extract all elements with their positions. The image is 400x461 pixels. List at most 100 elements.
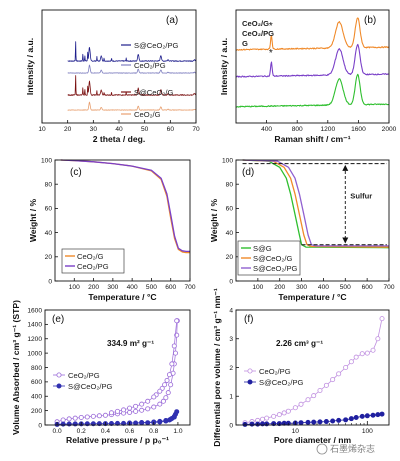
data-point — [375, 336, 381, 342]
x-tick-label: 700 — [184, 284, 195, 291]
legend-label-2: G — [242, 39, 248, 48]
data-point — [164, 377, 170, 383]
y-tick-label: 400 — [31, 394, 42, 401]
x-axis-label: Raman shift / cm⁻¹ — [274, 134, 350, 144]
data-point — [174, 409, 180, 415]
x-axis-label: Temperature / °C — [278, 292, 346, 302]
x-tick-label: 30 — [90, 126, 98, 133]
data-point — [66, 416, 72, 422]
x-tick-label: 600 — [362, 284, 373, 291]
panel-label-d: (d) — [242, 167, 254, 178]
x-tick-label: 100 — [362, 428, 373, 435]
data-point — [311, 393, 317, 399]
y-tick-label: 60 — [226, 206, 234, 213]
data-point — [172, 350, 178, 356]
data-point — [348, 416, 354, 422]
data-point — [311, 419, 317, 425]
data-point — [359, 413, 365, 419]
x-tick-label: 300 — [107, 284, 118, 291]
data-point — [171, 414, 177, 420]
data-point — [166, 372, 172, 378]
x-tick-label: 100 — [69, 284, 80, 291]
x-axis-label: Temperature / °C — [88, 292, 156, 302]
y-tick-label: 1000 — [27, 350, 42, 357]
data-point — [276, 412, 282, 418]
y-tick-label: 1 — [229, 394, 233, 401]
y-tick-label: 80 — [45, 182, 53, 189]
data-point — [145, 398, 151, 404]
peak-marker: * — [269, 48, 273, 59]
arrow-head-down — [342, 237, 349, 244]
y-axis-label: Differential pore volume / cm³ g⁻¹ nm⁻¹ — [212, 288, 222, 447]
x-axis-label: Pore diameter / nm — [274, 435, 352, 445]
data-point — [139, 401, 145, 407]
data-point — [133, 403, 139, 409]
legend-label-1: S@CeO₂/G — [253, 254, 292, 263]
data-point — [317, 419, 323, 425]
data-point — [281, 410, 287, 416]
x-tick-label: 0.8 — [149, 428, 158, 435]
data-point — [379, 411, 385, 417]
legend-label-0: S@CeO₂/PG — [134, 41, 179, 50]
y-tick-label: 40 — [226, 230, 234, 237]
data-point — [264, 415, 270, 421]
y-tick-label: 20 — [45, 254, 53, 261]
y-tick-label: 4 — [229, 307, 233, 314]
data-point — [359, 351, 365, 357]
data-point — [160, 398, 166, 404]
x-tick-label: 40 — [115, 126, 123, 133]
x-tick-label: 800 — [292, 126, 303, 133]
y-axis-label: Weight / % — [28, 199, 38, 243]
panel-label-e: (e) — [52, 314, 64, 325]
panel-c: 100 200 300 400 500 600 700 0 20 40 60 80 100 Tempera… — [28, 157, 196, 302]
legend-label-0: CeO₂/PG — [68, 371, 100, 380]
x-tick-label: 0.0 — [52, 428, 61, 435]
data-point — [127, 409, 133, 415]
y-tick-label: 1600 — [27, 307, 42, 314]
legend-label-1: CeO₂/PG — [134, 61, 166, 70]
data-point — [285, 408, 291, 414]
data-point — [127, 405, 133, 411]
data-point — [139, 407, 145, 413]
data-point — [139, 420, 145, 426]
panel-label-a: (a) — [166, 15, 178, 26]
y-tick-label: 2 — [229, 365, 233, 372]
data-point — [151, 394, 157, 400]
data-point — [66, 421, 72, 427]
data-point — [249, 421, 255, 427]
y-tick-label: 40 — [45, 230, 53, 237]
legend-marker-0 — [247, 368, 253, 374]
raman-trace-0 — [235, 17, 390, 51]
x-tick-label: 500 — [146, 284, 157, 291]
x-tick-label: 1600 — [351, 126, 366, 133]
data-point — [171, 343, 177, 349]
x-axis-label: 2 theta / deg. — [93, 134, 146, 144]
tga-series-1 — [242, 159, 390, 248]
data-point — [336, 371, 342, 377]
panel-label-b: (b) — [364, 15, 376, 26]
x-tick-label: 500 — [340, 284, 351, 291]
y-tick-label: 100 — [41, 157, 52, 164]
x-tick-label: 10 — [38, 126, 46, 133]
data-point — [305, 419, 311, 425]
legend-label-2: S@CeO₂/G — [134, 88, 173, 97]
x-tick-label: 100 — [252, 284, 263, 291]
data-point — [317, 387, 323, 393]
x-tick-label: 200 — [88, 284, 99, 291]
data-point — [108, 420, 114, 426]
data-point — [163, 418, 169, 424]
data-point — [121, 407, 127, 413]
data-point — [168, 416, 174, 422]
panel-label-f: (f) — [244, 314, 253, 325]
data-point — [84, 414, 90, 420]
tga-series-0 — [242, 159, 390, 249]
data-point — [323, 419, 329, 425]
legend-marker-1 — [247, 379, 253, 385]
plot-frame — [235, 9, 390, 124]
data-point — [115, 420, 121, 426]
data-point — [298, 401, 304, 407]
y-tick-label: 1400 — [27, 322, 42, 329]
y-tick-label: 20 — [226, 254, 234, 261]
x-tick-label: 60 — [167, 126, 175, 133]
